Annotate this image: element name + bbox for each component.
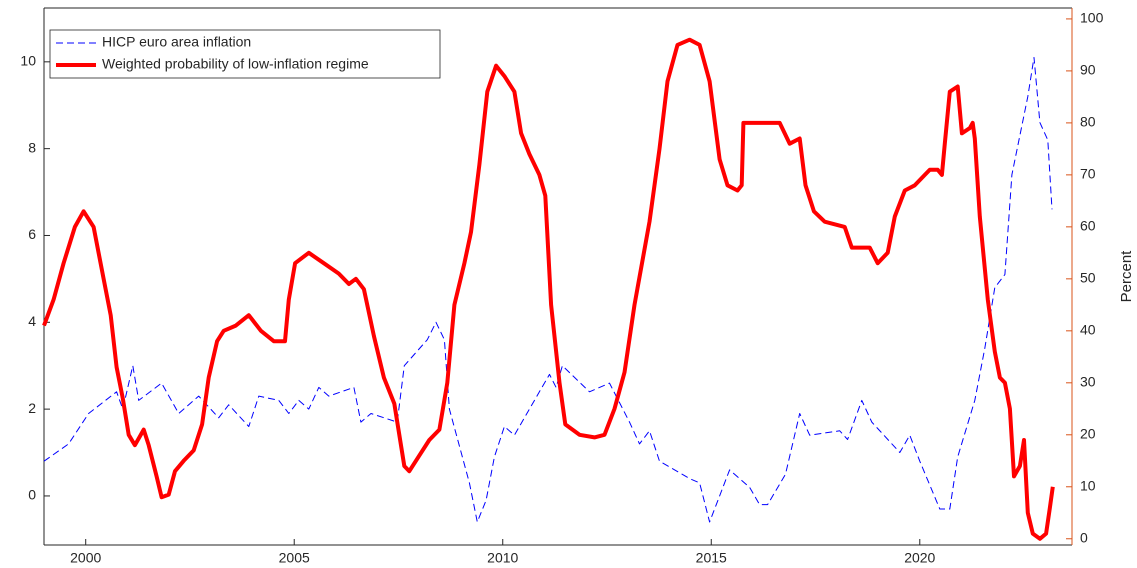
y-tick-label: 4 xyxy=(28,313,36,329)
y-tick-label: 8 xyxy=(28,139,36,155)
y2-tick-label: 100 xyxy=(1080,10,1104,26)
y-tick-label: 6 xyxy=(28,226,36,242)
legend-label: HICP euro area inflation xyxy=(102,34,251,50)
y2-tick-label: 30 xyxy=(1080,374,1096,390)
y2-tick-label: 0 xyxy=(1080,529,1088,545)
y2-axis-label: Percent xyxy=(1118,250,1135,303)
y-tick-label: 2 xyxy=(28,400,36,416)
y2-tick-label: 70 xyxy=(1080,166,1096,182)
legend: HICP euro area inflation Weighted probabi… xyxy=(49,29,441,79)
y-tick-label: 0 xyxy=(28,487,36,503)
legend-label: Weighted probability of low-inflation re… xyxy=(102,56,369,72)
x-tick-label: 2020 xyxy=(904,550,935,566)
y2-tick-label: 60 xyxy=(1080,218,1096,234)
x-tick-label: 2010 xyxy=(487,550,518,566)
legend-box xyxy=(49,29,441,79)
y-tick-label: 10 xyxy=(20,53,36,69)
x-tick-label: 2015 xyxy=(696,550,727,566)
data-line xyxy=(43,57,1053,523)
data-line xyxy=(42,37,1055,541)
x-tick-label: 2005 xyxy=(279,550,310,566)
x-tick-label: 2000 xyxy=(70,550,101,566)
y2-tick-label: 50 xyxy=(1080,270,1096,286)
y2-tick-label: 80 xyxy=(1080,114,1096,130)
y2-tick-label: 40 xyxy=(1080,322,1096,338)
y2-tick-label: 90 xyxy=(1080,62,1096,78)
y2-tick-label: 10 xyxy=(1080,477,1096,493)
y2-tick-label: 20 xyxy=(1080,425,1096,441)
